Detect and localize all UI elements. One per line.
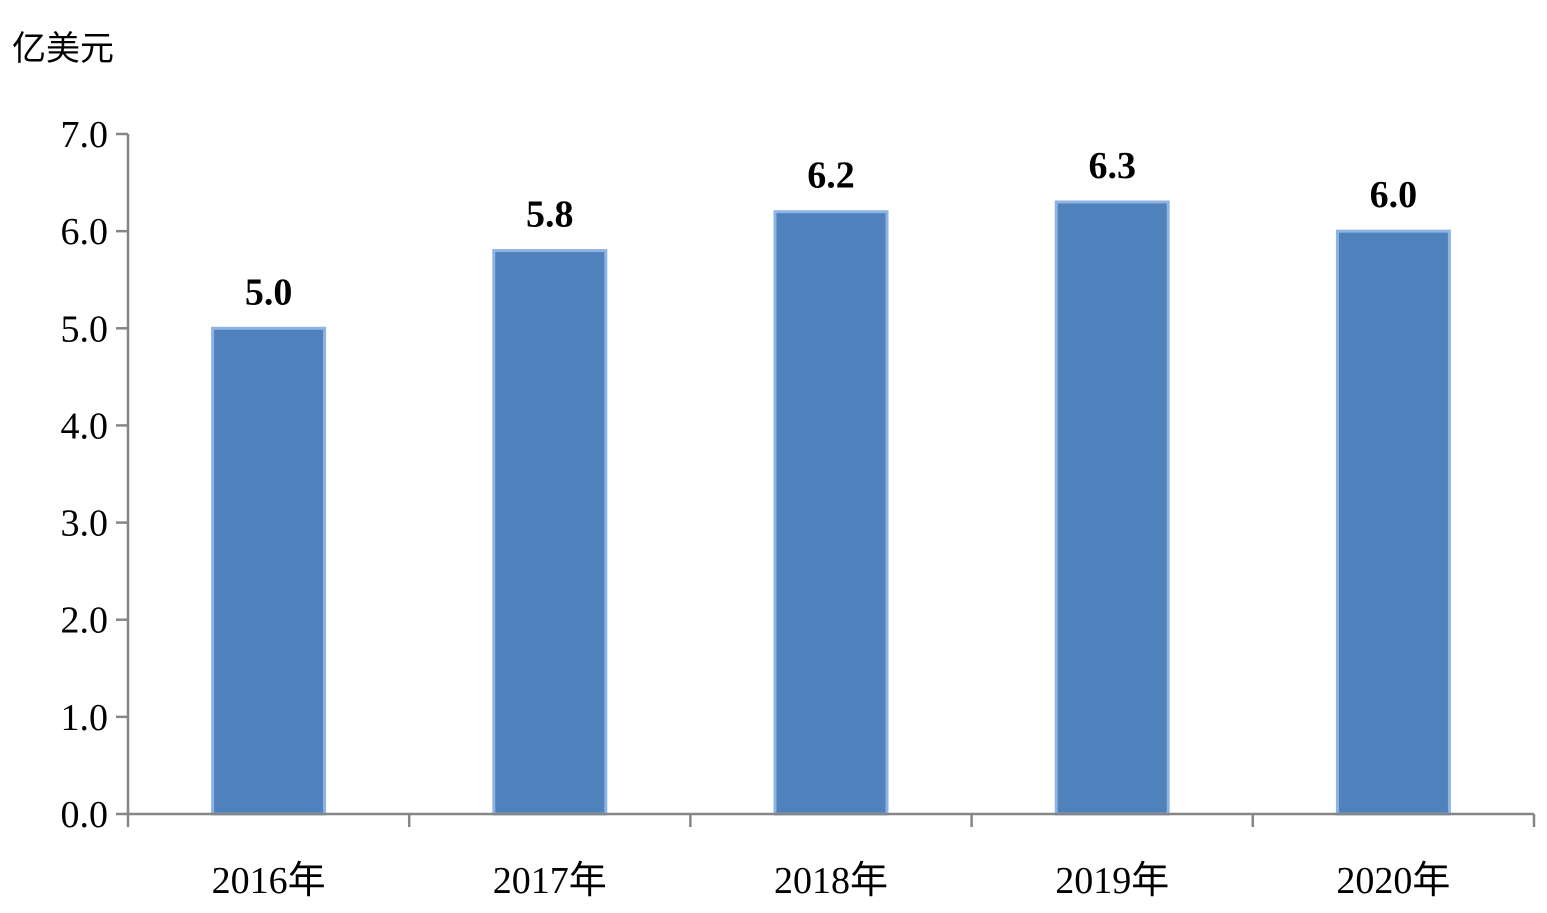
bars-layer: 5.0 5.8 6.2 6.3 6.0 bbox=[211, 145, 1451, 816]
bar bbox=[773, 210, 889, 816]
y-tick-label: 1.0 bbox=[61, 697, 109, 739]
bar-value-label: 6.0 bbox=[1370, 174, 1418, 216]
bar bbox=[1054, 200, 1170, 816]
y-tick-label: 4.0 bbox=[61, 405, 109, 447]
axes-layer: 0.0 1.0 2.0 3.0 4.0 5.0 6.0 7.0 2016年 2017年 2018年 2… bbox=[61, 114, 1536, 902]
bar bbox=[211, 326, 327, 816]
y-tick-label: 3.0 bbox=[61, 503, 109, 545]
x-tick-label: 2018年 bbox=[774, 860, 888, 902]
x-tick-label: 2016年 bbox=[212, 860, 326, 902]
bar-value-label: 5.0 bbox=[245, 271, 293, 313]
bar-value-label: 6.3 bbox=[1088, 145, 1136, 187]
x-tick-label: 2020年 bbox=[1336, 860, 1450, 902]
y-tick-label: 5.0 bbox=[61, 308, 109, 350]
bar-value-label: 6.2 bbox=[807, 155, 855, 197]
y-tick-label: 6.0 bbox=[61, 211, 109, 253]
y-tick-label: 0.0 bbox=[61, 794, 109, 836]
y-axis-unit-label: 亿美元 bbox=[12, 29, 114, 69]
y-tick-label: 2.0 bbox=[61, 600, 109, 642]
bar bbox=[492, 249, 608, 816]
x-tick-label: 2017年 bbox=[493, 860, 607, 902]
bar-value-label: 5.8 bbox=[526, 194, 574, 236]
x-tick-label: 2019年 bbox=[1055, 860, 1169, 902]
y-tick-label: 7.0 bbox=[61, 114, 109, 156]
bar bbox=[1335, 229, 1451, 816]
